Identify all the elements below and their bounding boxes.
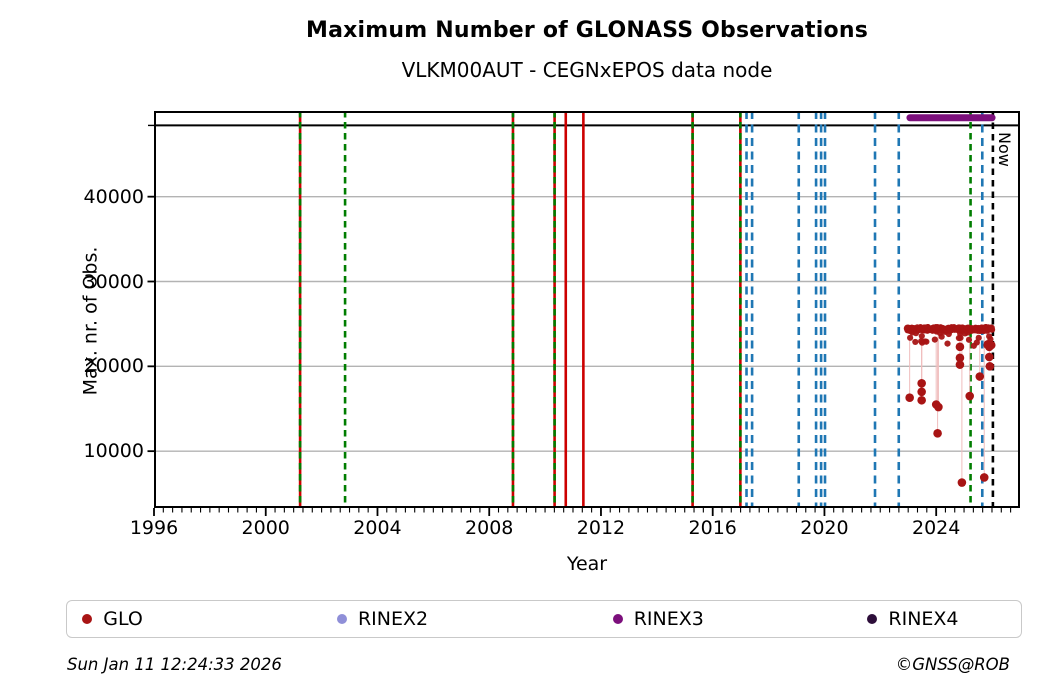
x-tick-label: 2020 (800, 517, 849, 539)
glo-outlier-point (957, 478, 967, 487)
chart-subtitle: VLKM00AUT - CEGNxEPOS data node (401, 58, 773, 82)
x-axis-label: Year (566, 553, 608, 575)
glo-outlier-point (984, 352, 994, 362)
legend-label: GLO (103, 608, 143, 630)
glo-outlier-point (955, 360, 965, 369)
glo-outlier-point (986, 340, 996, 350)
glo-point (931, 336, 938, 343)
legend-label: RINEX2 (357, 608, 429, 630)
x-tick-label: 2004 (353, 517, 402, 539)
glo-point (912, 338, 919, 346)
glo-outlier-point (917, 395, 926, 405)
glo-point (965, 336, 973, 343)
glo-point (944, 340, 951, 347)
glo-point (907, 334, 914, 341)
glo-point (957, 334, 964, 341)
now-label: Now (995, 132, 1014, 167)
x-tick-label: 2008 (465, 517, 514, 539)
glo-outlier-point (985, 362, 995, 371)
x-tick-label: 1996 (129, 517, 179, 539)
glo-point (973, 339, 980, 346)
legend: GLO RINEX2 RINEX3 RINEX4 (66, 600, 1022, 638)
glo-point (918, 332, 925, 340)
footer-timestamp: Sun Jan 11 12:24:33 2026 (67, 655, 282, 674)
y-tick-label: 20000 (83, 355, 144, 378)
glo-outlier-point (934, 402, 943, 412)
legend-dot-glo (82, 614, 93, 624)
glo-outlier-point (965, 391, 975, 401)
legend-item-rinex2: RINEX2 (336, 601, 429, 637)
plot-border (154, 111, 1020, 508)
legend-dot-rinex3 (612, 614, 623, 624)
legend-item-rinex3: RINEX3 (612, 601, 704, 637)
glo-outlier-point (917, 387, 926, 397)
legend-label: RINEX3 (633, 608, 704, 630)
legend-item-glo: GLO (82, 601, 143, 637)
chart-canvas (147, 111, 1020, 516)
glo-outlier-point (979, 473, 989, 482)
glo-point (988, 326, 996, 333)
glo-point (975, 334, 982, 341)
glo-outlier-point (955, 353, 965, 363)
x-tick-label: 2012 (576, 517, 626, 539)
footer-credit: ©GNSS@ROB (895, 655, 1010, 674)
glo-outlier-point (917, 379, 926, 388)
legend-item-rinex4: RINEX4 (867, 601, 959, 637)
legend-dot-rinex4 (867, 614, 878, 624)
glo-outlier-point (975, 372, 985, 381)
chart-title: Maximum Number of GLONASS Observations (306, 18, 868, 43)
y-tick-label: 30000 (83, 270, 144, 293)
glo-point (923, 338, 930, 345)
glo-outlier-point (933, 429, 942, 438)
x-tick-label: 2016 (688, 517, 737, 539)
x-tick-label: 2000 (241, 517, 290, 539)
legend-dot-rinex2 (336, 614, 347, 624)
glo-outlier-point (905, 393, 914, 403)
glo-point (938, 333, 945, 340)
glo-outlier-point (955, 342, 965, 352)
x-tick-label: 2024 (912, 517, 961, 539)
y-tick-label: 10000 (83, 440, 144, 463)
legend-label: RINEX4 (888, 608, 959, 630)
y-tick-label: 40000 (83, 185, 144, 208)
